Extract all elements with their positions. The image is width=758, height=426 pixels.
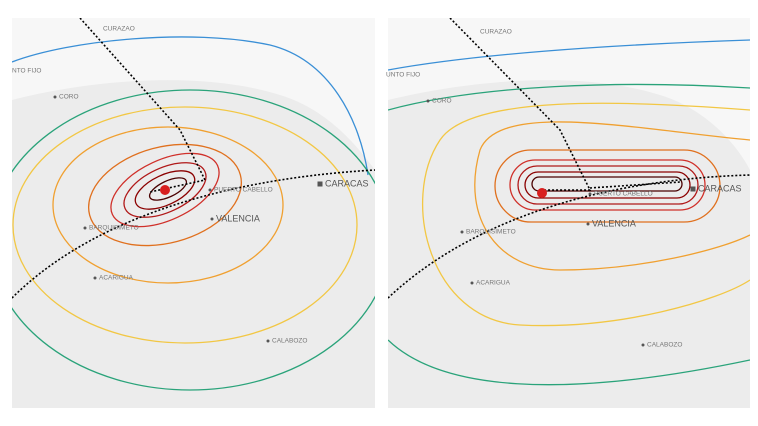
place-labels: CURAZAO NTO FIJO CORO PUERTO CABELLO CARACAS…	[12, 26, 742, 349]
map-panel	[388, 18, 750, 408]
place-label: CALABOZO	[647, 342, 682, 349]
city-marker	[470, 281, 474, 285]
place-label: BARQUISIMETO	[466, 229, 516, 236]
capital-marker	[317, 181, 323, 187]
place-label: PUERTO CABELLO	[594, 191, 653, 198]
map-panel	[12, 18, 375, 408]
place-label: UNTO FIJO	[386, 72, 420, 79]
place-label: CARACAS	[325, 178, 369, 188]
city-marker	[586, 222, 590, 226]
city-marker	[460, 230, 464, 234]
place-label: CURAZAO	[103, 26, 135, 33]
place-label: CARACAS	[698, 183, 742, 193]
capital-marker	[690, 186, 696, 192]
place-label: CALABOZO	[272, 338, 307, 345]
city-marker	[266, 339, 270, 343]
city-marker	[93, 276, 97, 280]
city-marker	[588, 192, 592, 196]
city-marker	[53, 95, 57, 99]
city-marker	[83, 226, 87, 230]
place-label: CURAZAO	[480, 29, 512, 36]
city-marker	[210, 217, 214, 221]
place-label: ACARIGUA	[99, 275, 134, 282]
city-marker	[426, 99, 430, 103]
place-label: NTO FIJO	[12, 68, 42, 75]
city-marker	[641, 343, 645, 347]
place-label: CORO	[432, 98, 452, 105]
place-label: VALENCIA	[592, 218, 636, 228]
place-label: VALENCIA	[216, 213, 260, 223]
city-marker	[208, 188, 212, 192]
place-label: ACARIGUA	[476, 280, 511, 287]
place-label: PUERTO CABELLO	[214, 187, 273, 194]
place-label: CORO	[59, 94, 79, 101]
place-label: BARQUISIMETO	[89, 225, 139, 232]
